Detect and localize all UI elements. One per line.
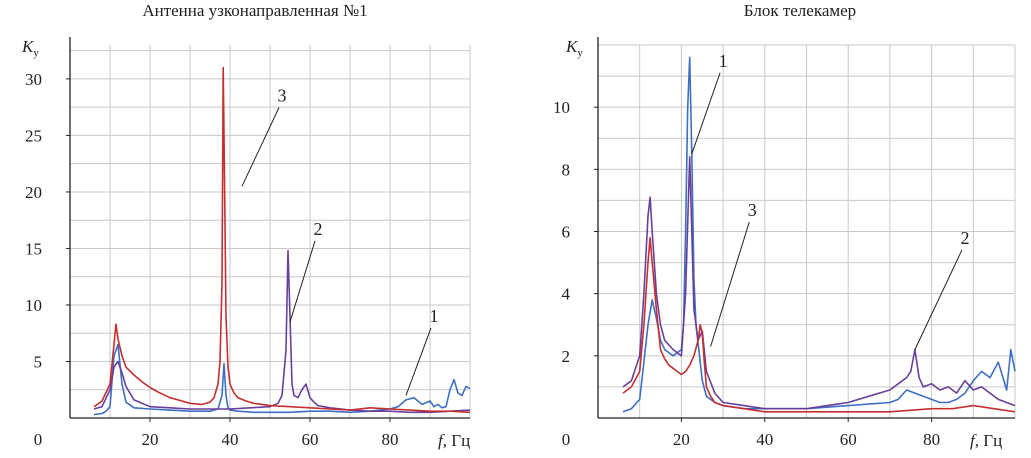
x-tick-label: 80 [923, 430, 940, 449]
callout-label: 1 [719, 51, 728, 71]
y-tick-label: 6 [562, 223, 571, 242]
y-tick-label: 10 [25, 296, 42, 315]
x-axis-label: f, Гц [438, 431, 470, 450]
callout-label: 3 [278, 86, 287, 106]
callout-leader [290, 241, 315, 322]
y-tick-label: 8 [562, 160, 571, 179]
x-tick-label: 40 [222, 430, 239, 449]
grid [598, 45, 1015, 418]
y-tick-label: 2 [562, 347, 571, 366]
chart-panel-antenna: Антенна узконаправленная №1 0 20 40 60 80510… [21, 1, 470, 450]
callout-leader [242, 108, 279, 187]
callout-label: 1 [430, 306, 439, 326]
y-axis-label: Kу [21, 37, 39, 59]
x-tick-label: 0 [562, 430, 571, 449]
callout-leader [711, 222, 750, 347]
y-tick-label: 15 [25, 239, 42, 258]
x-tick-label: 20 [142, 430, 159, 449]
y-tick-label: 5 [34, 352, 43, 371]
callout-leader [915, 250, 962, 350]
x-tick-label: 60 [302, 430, 319, 449]
x-tick-label: 0 [34, 430, 43, 449]
callout-label: 3 [748, 200, 757, 220]
x-tick-label: 80 [382, 430, 399, 449]
y-tick-label: 20 [25, 183, 42, 202]
x-axis-label: f, Гц [970, 431, 1002, 450]
chart-title: Блок телекамер [744, 1, 856, 20]
x-tick-label: 20 [673, 430, 690, 449]
y-axis-label: Kу [565, 37, 583, 59]
x-tick-label: 60 [840, 430, 857, 449]
callout-leader [692, 73, 720, 154]
y-tick-label: 10 [553, 98, 570, 117]
y-tick-label: 4 [562, 285, 571, 304]
grid [70, 45, 470, 418]
chart-title: Антенна узконаправленная №1 [142, 1, 367, 20]
tick-labels: 0 20 40 60 80 5 10 15 20 25 30 [25, 70, 399, 449]
x-tick-label: 40 [756, 430, 773, 449]
y-tick-label: 25 [25, 126, 42, 145]
y-tick-label: 30 [25, 70, 42, 89]
series-callouts: 1 2 3 [242, 86, 439, 396]
callout-label: 2 [314, 219, 323, 239]
tick-labels: 0 20 40 60 80 2 4 6 8 10 [553, 98, 940, 449]
callout-label: 2 [960, 228, 969, 248]
